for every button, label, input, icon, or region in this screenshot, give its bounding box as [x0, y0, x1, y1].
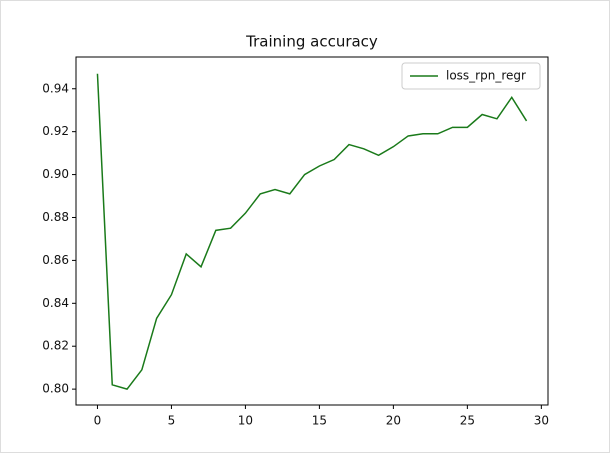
x-tick-label: 5	[168, 414, 176, 428]
y-tick-label: 0.92	[42, 124, 69, 138]
x-tick-label: 30	[534, 414, 549, 428]
x-tick-label: 0	[94, 414, 102, 428]
y-tick-label: 0.88	[42, 210, 69, 224]
y-tick-label: 0.86	[42, 253, 69, 267]
x-tick-label: 25	[460, 414, 475, 428]
x-tick-label: 20	[386, 414, 401, 428]
y-tick-label: 0.82	[42, 339, 69, 353]
legend-box	[401, 62, 541, 90]
y-tick-label: 0.80	[42, 382, 69, 396]
y-tick-label: 0.94	[42, 81, 69, 95]
legend-label: loss_rpn_regr	[446, 69, 526, 83]
x-tick-label: 10	[238, 414, 253, 428]
x-tick-label: 15	[312, 414, 327, 428]
line	[96, 73, 528, 390]
y-tick-label: 0.84	[42, 296, 69, 310]
axes-frame	[75, 56, 549, 406]
chart-title: Training accuracy	[245, 33, 378, 51]
y-tick-label: 0.90	[42, 167, 69, 181]
